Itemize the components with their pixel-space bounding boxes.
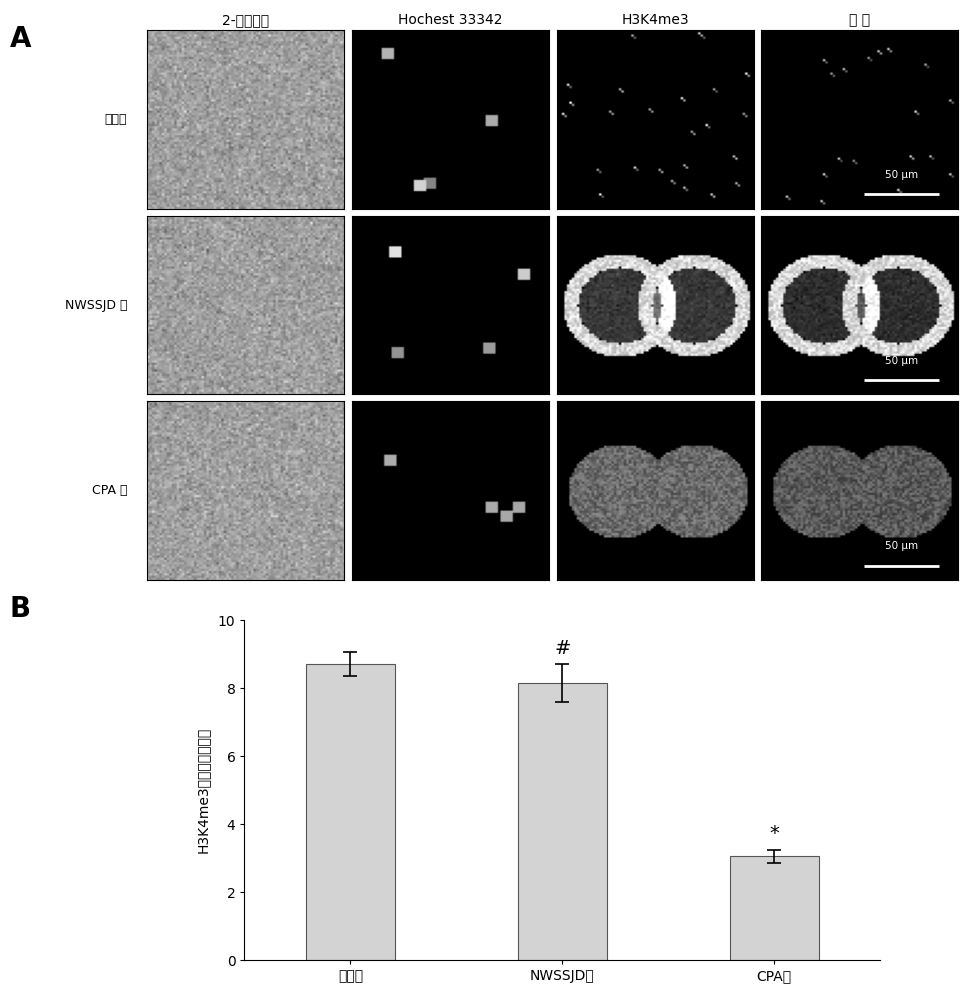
Title: 合 图: 合 图 [848, 13, 870, 27]
Text: 50 μm: 50 μm [884, 541, 917, 551]
Text: CPA 组: CPA 组 [92, 484, 127, 497]
Text: NWSSJD 组: NWSSJD 组 [64, 298, 127, 312]
Title: Hochest 33342: Hochest 33342 [398, 13, 502, 27]
Text: B: B [10, 595, 31, 623]
Title: H3K4me3: H3K4me3 [620, 13, 688, 27]
Text: #: # [554, 639, 570, 658]
Title: 2-细胞胚胸: 2-细胞胚胸 [222, 13, 269, 27]
Text: A: A [10, 25, 31, 53]
Bar [306, 664, 395, 960]
Bar [518, 683, 606, 960]
Y-axis label: H3K4me3的平均荧光强度: H3K4me3的平均荧光强度 [195, 727, 209, 853]
Text: 50 μm: 50 μm [884, 170, 917, 180]
Bar [729, 856, 818, 960]
Text: 对照组: 对照组 [105, 113, 127, 126]
Text: 50 μm: 50 μm [884, 356, 917, 366]
Text: *: * [769, 824, 779, 843]
